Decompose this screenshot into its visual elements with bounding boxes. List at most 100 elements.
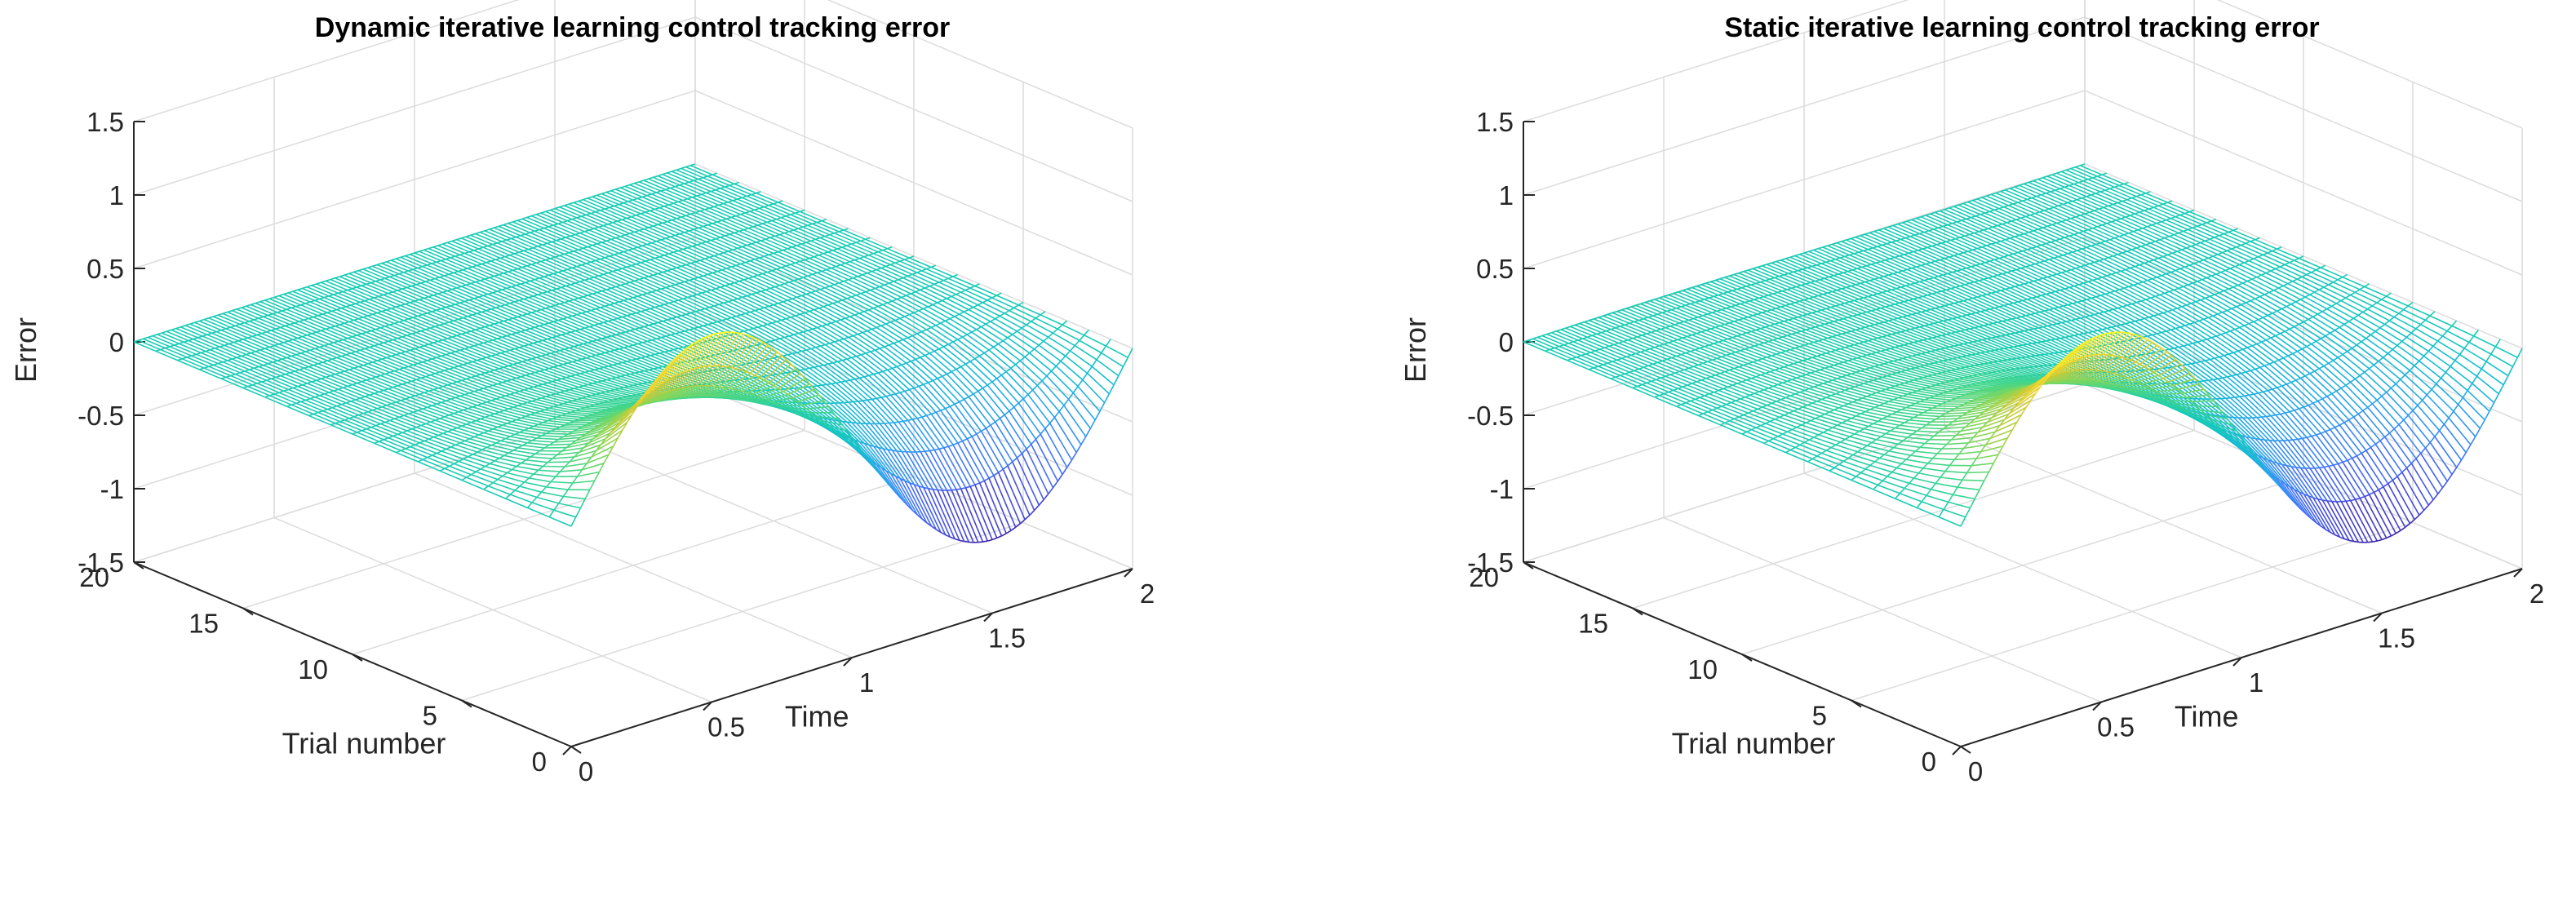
mesh-segment: [432, 295, 456, 305]
mesh-segment: [184, 325, 208, 335]
mesh-segment: [595, 354, 619, 365]
mesh-segment: [995, 315, 1000, 320]
mesh-segment: [492, 339, 515, 350]
mesh-segment: [487, 293, 511, 304]
mesh-segment: [718, 304, 742, 316]
mesh-segment: [364, 299, 388, 311]
mesh-segment: [590, 212, 614, 224]
mesh-segment: [612, 319, 636, 330]
mesh-segment: [431, 263, 454, 274]
mesh-segment: [472, 266, 494, 277]
mesh-segment: [530, 232, 552, 243]
mesh-segment: [760, 290, 783, 303]
mesh-segment: [381, 262, 405, 273]
mesh-segment: [494, 275, 517, 286]
mesh-segment: [454, 255, 477, 267]
mesh-segment: [428, 343, 451, 354]
mesh-segment: [1031, 438, 1037, 445]
mesh-segment: [384, 277, 407, 289]
mesh-segment: [581, 397, 605, 403]
mesh-segment: [760, 240, 783, 251]
mesh-segment: [1075, 444, 1082, 454]
mesh-segment: [650, 308, 673, 320]
mesh-segment: [525, 459, 548, 463]
mesh-segment: [674, 185, 698, 197]
mesh-segment: [330, 326, 353, 338]
mesh-segment: [845, 262, 868, 274]
mesh-segment: [377, 360, 400, 370]
mesh-segment: [535, 214, 559, 225]
mesh-segment: [657, 224, 681, 235]
mesh-segment: [629, 233, 653, 244]
mesh-segment: [242, 387, 266, 398]
mesh-segment: [390, 259, 414, 271]
mesh-segment: [175, 327, 198, 339]
mesh-segment: [923, 383, 947, 410]
x-tick-label: 2: [1140, 578, 1155, 609]
mesh-segment: [241, 355, 264, 366]
mesh-segment: [1014, 364, 1038, 386]
mesh-segment: [297, 337, 320, 348]
mesh-segment: [537, 246, 561, 257]
mesh-segment: [1063, 405, 1087, 437]
mesh-segment: [926, 413, 932, 417]
mesh-segment: [1052, 481, 1058, 489]
mesh-segment: [1062, 467, 1068, 475]
mesh-segment: [531, 502, 555, 512]
mesh-segment: [241, 307, 264, 318]
mesh-segment: [253, 319, 277, 330]
mesh-segment: [1034, 348, 1057, 367]
mesh-segment: [619, 252, 641, 264]
mesh-segment: [162, 332, 184, 343]
mesh-segment: [468, 346, 492, 357]
mesh-segment: [742, 296, 765, 308]
mesh-segment: [658, 273, 681, 284]
mesh-segment: [634, 182, 657, 193]
mesh-segment: [713, 305, 737, 317]
mesh-segment: [551, 241, 574, 252]
mesh-segment: [677, 201, 701, 212]
mesh-segment: [769, 237, 793, 248]
mesh-segment: [627, 249, 651, 261]
mesh-segment: [448, 321, 472, 332]
mesh-segment: [543, 227, 566, 238]
mesh-segment: [518, 251, 542, 263]
mesh-segment: [503, 366, 526, 376]
mesh-segment: [756, 192, 778, 203]
mesh-segment: [802, 277, 826, 289]
mesh-segment: [684, 183, 707, 194]
mesh-segment: [592, 340, 615, 351]
mesh-segment: [461, 379, 484, 389]
mesh-segment: [525, 374, 548, 384]
mesh-segment: [980, 431, 1004, 470]
mesh-segment: [954, 401, 960, 405]
mesh-segment: [436, 309, 459, 321]
mesh-segment: [734, 232, 757, 243]
mesh-segment: [458, 270, 481, 281]
mesh-segment: [715, 288, 738, 299]
mesh-segment: [285, 374, 308, 384]
mesh-segment: [309, 301, 333, 312]
mesh-segment: [230, 374, 253, 386]
mesh-segment: [328, 343, 352, 354]
mesh-segment: [907, 419, 913, 422]
chart-panel-dynamic: 00.511.5205101520-1.5-1-0.500.511.5TimeT…: [9, 0, 1155, 787]
mesh-segment: [673, 251, 696, 263]
mesh-segment: [658, 255, 682, 268]
mesh-segment: [716, 221, 740, 233]
mesh-segment: [342, 290, 366, 302]
mesh-segment: [554, 304, 578, 316]
mesh-segment: [896, 364, 902, 368]
mesh-segment: [788, 281, 812, 294]
mesh-segment: [378, 343, 401, 354]
mesh-segment: [198, 320, 222, 331]
mesh-segment: [376, 312, 400, 323]
mesh-segment: [348, 321, 372, 332]
mesh-segment: [467, 268, 490, 279]
mesh-segment: [985, 323, 1009, 339]
mesh-segment: [725, 235, 747, 246]
mesh-segment: [509, 303, 532, 313]
mesh-segment: [370, 330, 393, 341]
mesh-segment: [966, 436, 973, 440]
mesh-segment: [701, 193, 724, 205]
